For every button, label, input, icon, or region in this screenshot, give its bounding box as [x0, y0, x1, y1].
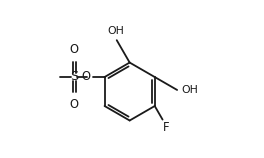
Text: F: F: [163, 122, 170, 134]
Text: O: O: [82, 70, 91, 83]
Text: O: O: [69, 43, 78, 56]
Text: OH: OH: [181, 85, 198, 95]
Text: O: O: [69, 98, 78, 111]
Text: OH: OH: [107, 26, 124, 36]
Text: S: S: [70, 70, 78, 83]
